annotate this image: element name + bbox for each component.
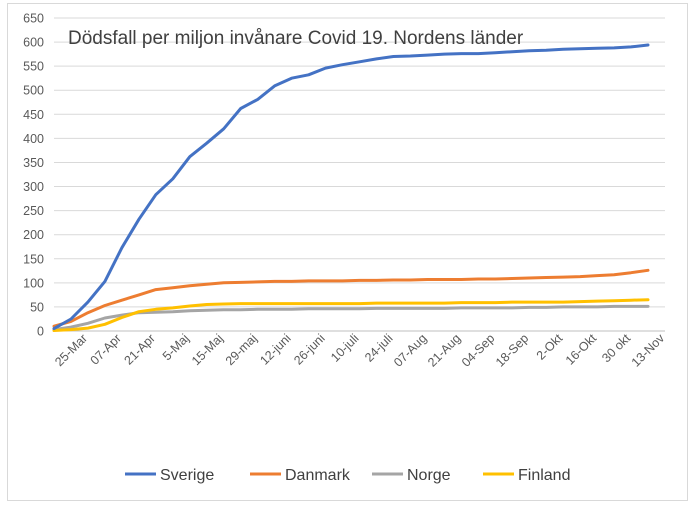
x-tick-label: 21-Apr xyxy=(122,331,158,367)
x-tick-label: 13-Nov xyxy=(629,331,668,370)
series-line-norge xyxy=(52,304,650,332)
x-tick-label: 07-Apr xyxy=(88,331,124,367)
y-tick-label: 250 xyxy=(23,204,44,218)
legend: Sverige Danmark Norge Finland xyxy=(125,467,570,484)
series-line-danmark xyxy=(52,268,650,328)
x-tick-label: 25-Mar xyxy=(52,331,90,369)
x-tick-label: 18-Sep xyxy=(493,331,531,369)
x-tick-label: 15-Maj xyxy=(189,331,226,368)
legend-label: Finland xyxy=(518,467,570,484)
y-tick-label: 450 xyxy=(23,108,44,122)
x-tick-label: 10-juli xyxy=(328,331,361,364)
series-line-finland xyxy=(52,298,650,332)
x-tick-label: 12-juni xyxy=(257,331,293,367)
y-tick-label: 150 xyxy=(23,252,44,266)
chart-title: Dödsfall per miljon invånare Covid 19. N… xyxy=(68,28,524,49)
y-tick-label: 200 xyxy=(23,228,44,242)
x-tick-label: 16-Okt xyxy=(563,331,600,368)
y-tick-label: 0 xyxy=(37,325,44,339)
legend-label: Danmark xyxy=(285,467,351,484)
y-tick-label: 600 xyxy=(23,36,44,50)
y-axis-tick-labels: 0 50 100 150 200 250 300 350 400 450 500 550 600 650 xyxy=(23,12,44,339)
y-tick-label: 550 xyxy=(23,60,44,74)
x-tick-label: 2-Okt xyxy=(534,331,566,363)
y-tick-label: 650 xyxy=(23,12,44,26)
legend-label: Norge xyxy=(407,467,451,484)
x-tick-label: 04-Sep xyxy=(459,331,497,369)
y-tick-label: 400 xyxy=(23,132,44,146)
x-tick-label: 21-Aug xyxy=(425,331,463,369)
series-line-sverige xyxy=(52,43,650,331)
y-tick-label: 300 xyxy=(23,180,44,194)
x-tick-label: 29-maj xyxy=(223,331,260,368)
x-tick-label: 26-juni xyxy=(291,331,327,367)
y-tick-label: 500 xyxy=(23,84,44,98)
legend-label: Sverige xyxy=(160,467,214,484)
x-tick-label: 07-Aug xyxy=(391,331,429,369)
series-lines xyxy=(52,43,650,332)
y-tick-label: 50 xyxy=(30,300,44,314)
y-tick-label: 100 xyxy=(23,276,44,290)
y-tick-label: 350 xyxy=(23,156,44,170)
x-tick-label: 5-Maj xyxy=(160,331,192,363)
